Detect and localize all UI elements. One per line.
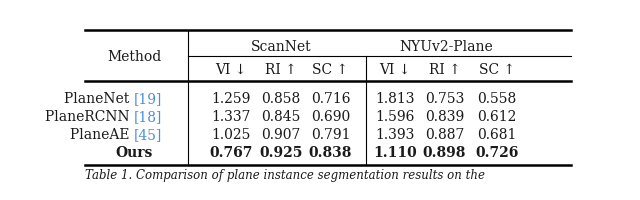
Text: 0.838: 0.838 [308,146,352,160]
Text: 1.393: 1.393 [375,127,415,141]
Text: 0.858: 0.858 [261,92,301,106]
Text: 0.753: 0.753 [425,92,464,106]
Text: SC ↑: SC ↑ [312,62,349,76]
Text: Table 1. Comparison of plane instance segmentation results on the: Table 1. Comparison of plane instance se… [85,168,485,181]
Text: 1.337: 1.337 [212,109,251,123]
Text: [19]: [19] [134,92,163,106]
Text: 1.259: 1.259 [212,92,251,106]
Text: 0.690: 0.690 [311,109,350,123]
Text: PlaneAE: PlaneAE [70,127,134,141]
Text: NYUv2-Plane: NYUv2-Plane [399,39,493,53]
Text: 0.839: 0.839 [425,109,464,123]
Text: 1.596: 1.596 [375,109,415,123]
Text: RI ↑: RI ↑ [265,62,297,76]
Text: VI ↓: VI ↓ [216,62,247,76]
Text: ScanNet: ScanNet [251,39,311,53]
Text: 0.716: 0.716 [311,92,350,106]
Text: 0.726: 0.726 [475,146,518,160]
Text: 0.791: 0.791 [311,127,350,141]
Text: Ours: Ours [115,146,153,160]
Text: 0.887: 0.887 [425,127,464,141]
Text: 0.681: 0.681 [477,127,516,141]
Text: 0.925: 0.925 [259,146,303,160]
Text: 0.767: 0.767 [209,146,253,160]
Text: 0.907: 0.907 [261,127,301,141]
Text: VI ↓: VI ↓ [380,62,411,76]
Text: 0.845: 0.845 [261,109,301,123]
Text: 1.813: 1.813 [375,92,415,106]
Text: SC ↑: SC ↑ [479,62,515,76]
Text: PlaneRCNN: PlaneRCNN [45,109,134,123]
Text: 1.110: 1.110 [373,146,417,160]
Text: 0.898: 0.898 [423,146,467,160]
Text: [18]: [18] [134,109,163,123]
Text: Method: Method [107,49,161,63]
Text: 0.558: 0.558 [477,92,516,106]
Text: 0.612: 0.612 [477,109,516,123]
Text: RI ↑: RI ↑ [429,62,460,76]
Text: [45]: [45] [134,127,163,141]
Text: 1.025: 1.025 [212,127,251,141]
Text: PlaneNet: PlaneNet [65,92,134,106]
